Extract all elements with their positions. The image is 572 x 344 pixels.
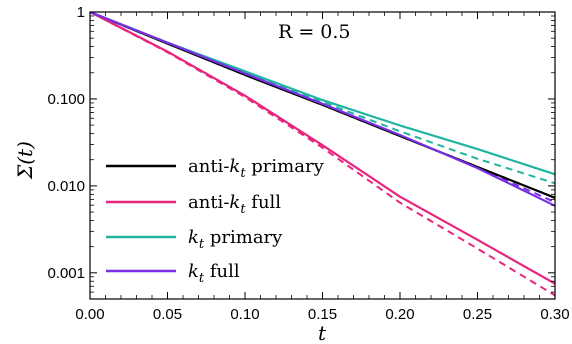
x-tick-label: 0.05 [153, 306, 182, 323]
x-tick-label: 0.00 [75, 306, 104, 323]
x-tick-label: 0.10 [230, 306, 259, 323]
x-axis-label: t [318, 321, 327, 344]
legend: anti-kt primary anti-kt full kt primary kt … [106, 156, 325, 286]
annotation-r: R = 0.5 [278, 21, 351, 43]
x-tick-label: 0.15 [308, 306, 337, 323]
series-layer [90, 12, 555, 297]
y-tick-label: 1 [77, 4, 85, 21]
series-1-dashed-line [90, 12, 555, 297]
legend-label-3: kt full [188, 261, 240, 286]
series-3-solid-line [90, 12, 555, 207]
axis-layer: 0.00 0.05 0.10 0.15 0.20 0.25 0.30 1 0.100 0.010 0… [47, 4, 569, 323]
series-1-solid-line [90, 12, 555, 285]
x-tick-label: 0.25 [463, 306, 492, 323]
x-tick-label: 0.20 [385, 306, 414, 323]
legend-label-0: anti-kt primary [188, 156, 325, 181]
x-tick-label: 0.30 [540, 306, 569, 323]
series-2-dashed-line [90, 12, 555, 185]
y-tick-label: 0.100 [47, 91, 85, 108]
legend-label-2: kt primary [188, 227, 283, 252]
legend-label-1: anti-kt full [188, 192, 281, 217]
y-tick-label: 0.001 [47, 265, 85, 282]
y-axis-label: Σ(t) [13, 141, 37, 180]
y-tick-label: 0.010 [47, 178, 85, 195]
